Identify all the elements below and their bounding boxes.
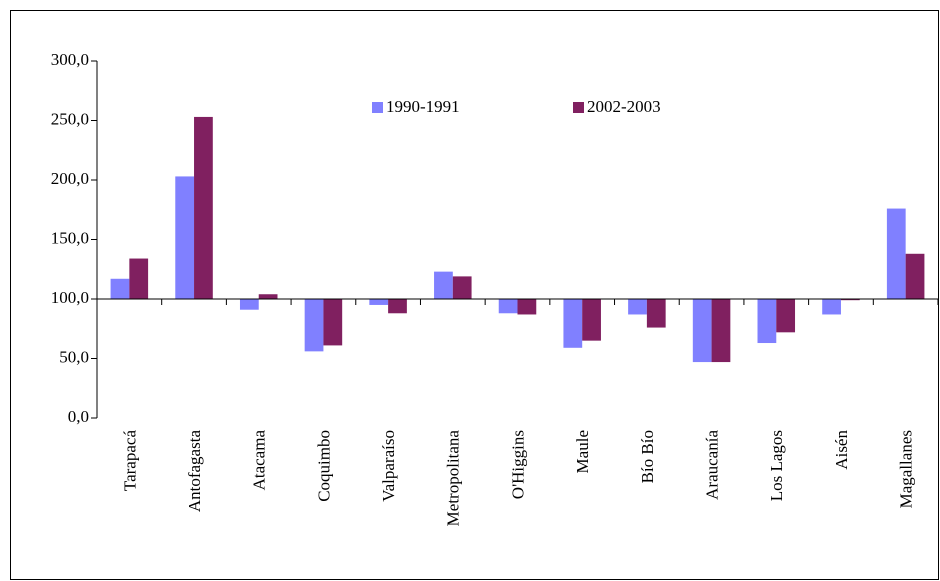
y-tick-label: 200,0 bbox=[51, 169, 89, 188]
bar bbox=[258, 294, 278, 299]
bar bbox=[194, 116, 213, 300]
x-tick-label: Los Lagos bbox=[767, 430, 786, 501]
bar bbox=[129, 258, 149, 299]
bar bbox=[886, 208, 906, 299]
x-tick-label: Bío Bío bbox=[638, 430, 657, 483]
bar bbox=[582, 299, 601, 341]
x-tick-label: Maule bbox=[573, 430, 592, 473]
x-tick-label: Atacama bbox=[250, 430, 269, 491]
x-tick-label: Antofagasta bbox=[185, 430, 204, 513]
bar bbox=[692, 299, 712, 363]
bar bbox=[452, 276, 472, 299]
bar bbox=[646, 299, 666, 328]
bar bbox=[239, 299, 259, 310]
chart-border bbox=[10, 10, 939, 580]
bar bbox=[628, 299, 647, 315]
bar bbox=[110, 278, 130, 299]
bar bbox=[175, 176, 195, 299]
y-tick-label: 300,0 bbox=[51, 50, 89, 69]
legend-swatch bbox=[372, 102, 383, 113]
bar bbox=[369, 299, 389, 305]
bar bbox=[498, 299, 518, 314]
bar bbox=[304, 299, 324, 352]
x-tick-label: Coquimbo bbox=[314, 430, 333, 502]
bar bbox=[840, 299, 860, 301]
bar bbox=[563, 299, 583, 348]
bar bbox=[757, 299, 777, 344]
legend-label: 1990-1991 bbox=[386, 97, 460, 116]
bar bbox=[323, 299, 343, 346]
bar bbox=[711, 299, 731, 363]
y-tick-label: 0,0 bbox=[68, 407, 89, 426]
x-tick-label: Araucanía bbox=[702, 430, 721, 500]
y-tick-label: 50,0 bbox=[59, 347, 89, 366]
x-tick-label: O'Higgins bbox=[508, 430, 527, 499]
bar bbox=[776, 299, 796, 333]
x-tick-label: Magallanes bbox=[897, 430, 916, 508]
bar bbox=[388, 299, 407, 314]
bar bbox=[905, 253, 925, 299]
y-tick-label: 100,0 bbox=[51, 288, 89, 307]
bar bbox=[517, 299, 537, 315]
x-tick-label: Valparaíso bbox=[379, 430, 398, 502]
x-tick-label: Aisén bbox=[832, 430, 851, 470]
x-tick-label: Metropolitana bbox=[444, 430, 463, 527]
legend-swatch bbox=[573, 102, 584, 113]
bar bbox=[434, 271, 453, 299]
x-tick-label: Tarapacá bbox=[120, 430, 139, 492]
legend-label: 2002-2003 bbox=[587, 97, 661, 116]
bar bbox=[822, 299, 841, 315]
y-tick-label: 150,0 bbox=[51, 228, 89, 247]
y-tick-label: 250,0 bbox=[51, 109, 89, 128]
